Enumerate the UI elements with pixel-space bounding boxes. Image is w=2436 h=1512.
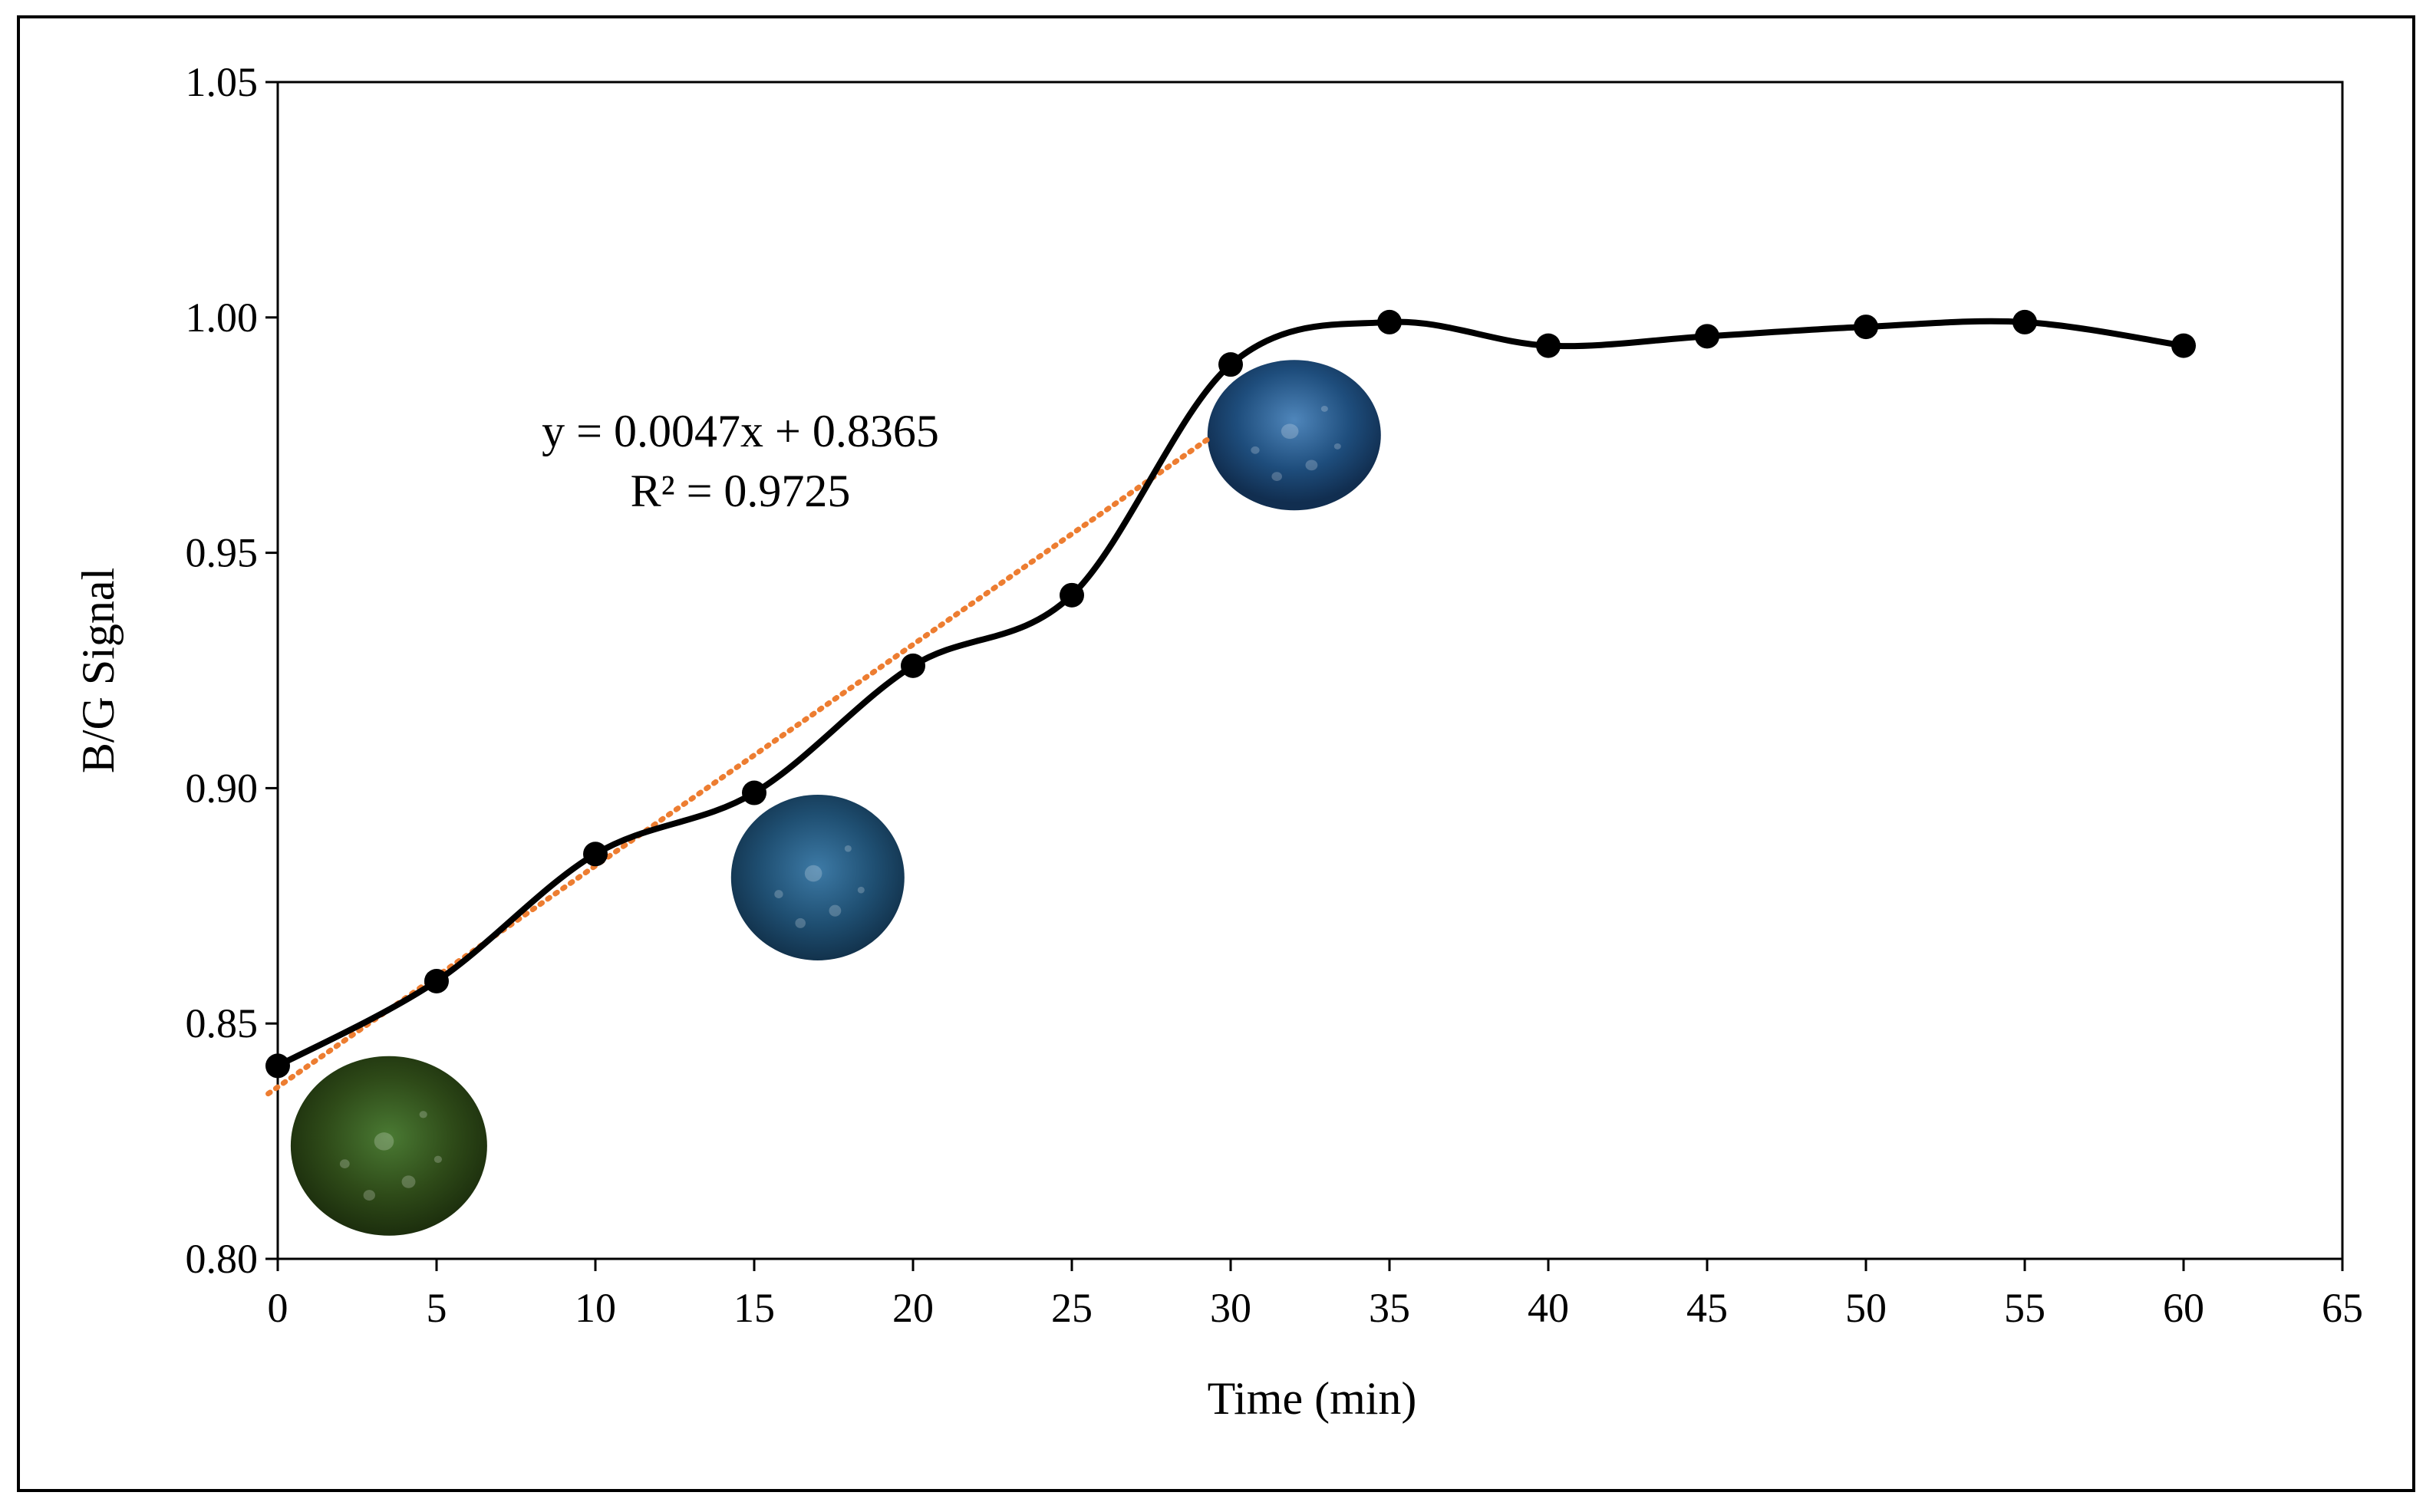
trendline-r-squared: R² = 0.9725	[631, 466, 851, 516]
teal-sample-image	[730, 794, 905, 960]
plot-area	[276, 81, 2344, 1260]
data-point	[1218, 352, 1243, 377]
x-tick-label: 15	[733, 1285, 775, 1331]
x-tick-label: 60	[2163, 1285, 2204, 1331]
data-point	[424, 968, 449, 993]
y-axis-title: B/G Signal	[73, 568, 124, 773]
data-point	[742, 780, 766, 805]
data-point	[2171, 333, 2196, 358]
data-point	[1377, 309, 1402, 334]
x-tick-label: 35	[1369, 1285, 1410, 1331]
data-point	[1854, 315, 1878, 340]
y-tick-label: 0.90	[186, 765, 259, 811]
x-tick-label: 30	[1210, 1285, 1251, 1331]
data-point	[1695, 324, 1719, 349]
x-axis-title: Time (min)	[1208, 1373, 1417, 1424]
x-tick-label: 20	[892, 1285, 934, 1331]
x-axis-ticks: 0 5 10 15 20 25 30 35 40 45 50 55 60 65	[268, 1259, 2363, 1331]
y-tick-label: 0.85	[186, 1000, 259, 1046]
trendline-equation: y = 0.0047x + 0.8365	[542, 406, 939, 456]
y-tick-label: 1.05	[186, 59, 259, 105]
data-point	[265, 1053, 290, 1079]
x-tick-label: 0	[268, 1285, 288, 1331]
y-tick-label: 1.00	[186, 295, 259, 341]
sample-insets	[290, 360, 1381, 1236]
series-group	[265, 309, 2196, 1079]
x-tick-label: 65	[2322, 1285, 2363, 1331]
x-tick-label: 55	[2004, 1285, 2045, 1331]
x-tick-label: 10	[575, 1285, 616, 1331]
x-tick-label: 5	[427, 1285, 447, 1331]
x-tick-label: 45	[1686, 1285, 1728, 1331]
data-point	[583, 842, 608, 867]
y-axis-ticks: 0.80 0.85 0.90 0.95 1.00 1.05	[186, 59, 278, 1282]
blue-sample-image	[1207, 360, 1381, 511]
data-point	[1536, 333, 1561, 358]
data-point	[901, 653, 925, 678]
x-tick-label: 40	[1528, 1285, 1569, 1331]
data-point	[1060, 582, 1084, 608]
green-sample-image	[290, 1056, 487, 1236]
chart-frame	[17, 15, 2415, 1492]
data-point	[2012, 309, 2037, 334]
y-tick-label: 0.95	[186, 530, 259, 576]
y-tick-label: 0.80	[186, 1236, 259, 1282]
x-tick-label: 50	[1845, 1285, 1887, 1331]
x-tick-label: 25	[1051, 1285, 1093, 1331]
